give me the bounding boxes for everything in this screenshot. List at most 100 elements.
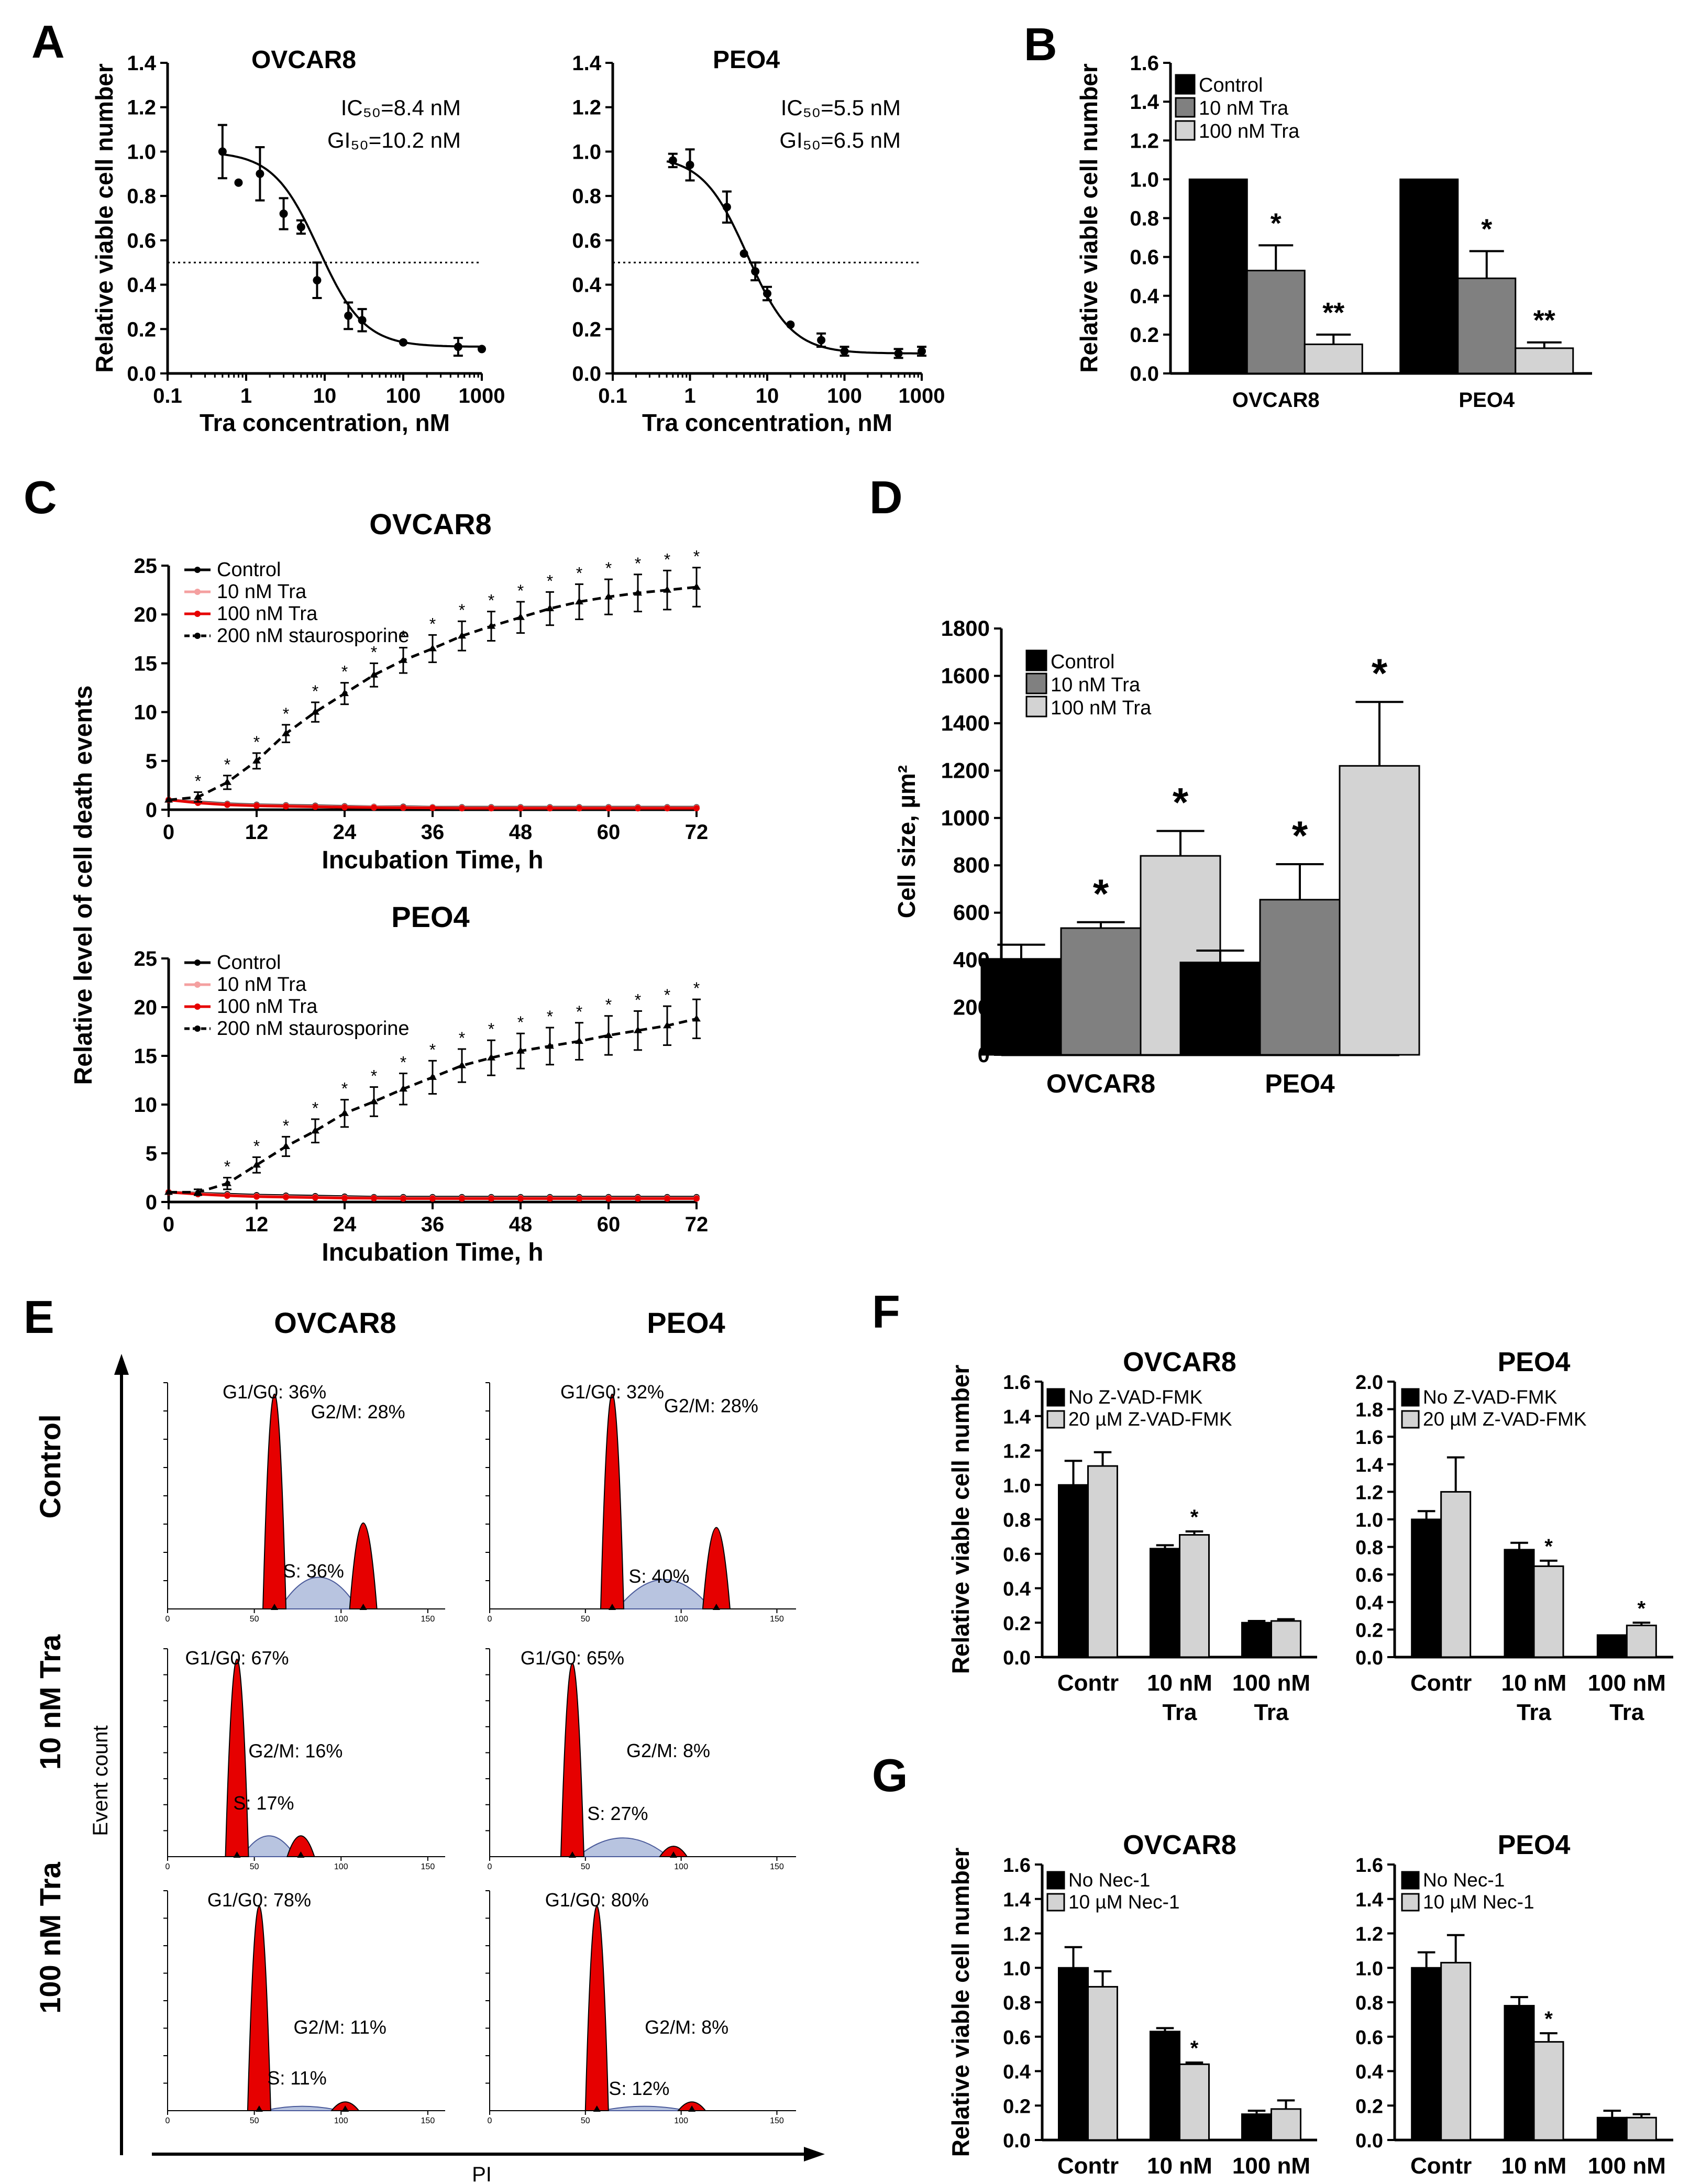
y-tick-label: 0.2 bbox=[1130, 324, 1159, 347]
x-tick-label: 60 bbox=[597, 821, 621, 844]
legend-marker bbox=[194, 611, 201, 617]
data-point bbox=[253, 802, 260, 809]
legend-marker bbox=[194, 981, 201, 988]
y-tick-label: 0.8 bbox=[572, 185, 601, 208]
legend-label: 200 nM staurosporine bbox=[217, 625, 410, 647]
data-point bbox=[487, 622, 495, 629]
significance-mark: * bbox=[400, 1053, 406, 1072]
panel-letter-C: C bbox=[24, 471, 57, 523]
x-tick-label: 0 bbox=[163, 1213, 174, 1236]
data-point bbox=[429, 1195, 436, 1202]
data-point bbox=[371, 804, 377, 811]
significance-mark: * bbox=[1544, 1535, 1553, 1558]
category-label: Tra bbox=[1517, 2182, 1552, 2184]
data-point bbox=[692, 583, 701, 590]
panel-letter-A: A bbox=[31, 16, 65, 68]
data-point bbox=[399, 1085, 407, 1092]
histogram-tick-label: 0 bbox=[165, 1615, 170, 1624]
data-point bbox=[282, 1142, 290, 1149]
bar bbox=[1087, 1986, 1118, 2141]
bar bbox=[1533, 2041, 1564, 2141]
y-axis-label: Relative level of cell death events bbox=[70, 685, 97, 1085]
significance-mark: * bbox=[459, 1029, 465, 1047]
histogram-tick-label: 50 bbox=[581, 1862, 590, 1871]
data-point bbox=[164, 796, 173, 803]
g2-label: G2/M: 8% bbox=[626, 1740, 710, 1761]
significance-mark: * bbox=[429, 1040, 436, 1059]
s-label: S: 12% bbox=[609, 2078, 669, 2099]
x-tick-label: 1000 bbox=[899, 384, 945, 407]
bar bbox=[1241, 1622, 1272, 1658]
data-point bbox=[604, 592, 613, 600]
x-tick-label: 36 bbox=[421, 1213, 445, 1236]
x-tick-label: 10 bbox=[756, 384, 779, 407]
data-point bbox=[516, 613, 525, 620]
g1-label: G1/G0: 78% bbox=[207, 1889, 311, 1911]
significance-mark: * bbox=[1292, 812, 1308, 858]
data-point bbox=[546, 604, 554, 612]
data-point bbox=[399, 338, 407, 347]
chart-A2: 0.0 0.2 0.4 0.6 0.8 1.0 1.2 1.4 0.1 1 10 100 1000 Tra… bbox=[572, 46, 945, 436]
data-point bbox=[399, 656, 407, 663]
legend-swatch bbox=[1025, 696, 1047, 718]
x-axis-label: Incubation Time, h bbox=[322, 846, 543, 874]
y-tick-label: 0.6 bbox=[1003, 1544, 1031, 1566]
data-point bbox=[739, 249, 748, 258]
legend-label: 10 nM Tra bbox=[217, 974, 307, 996]
x-tick-label: 10 bbox=[313, 384, 337, 407]
y-axis-label: Relative viable cell number bbox=[947, 1365, 974, 1674]
bar bbox=[1596, 1634, 1628, 1658]
data-point bbox=[224, 1192, 230, 1199]
y-tick-label: 1.2 bbox=[1003, 1924, 1031, 1946]
significance-mark: * bbox=[635, 990, 641, 1009]
significance-mark: * bbox=[1173, 779, 1189, 825]
category-label: Contr bbox=[1410, 1670, 1472, 1696]
data-point bbox=[400, 804, 406, 811]
y-axis-label: Relative viable cell number bbox=[1075, 63, 1102, 373]
gate-marker bbox=[297, 1851, 305, 1858]
legend-label: No Nec-1 bbox=[1068, 1869, 1150, 1891]
gate-marker bbox=[609, 1604, 616, 1610]
data-point bbox=[223, 778, 231, 785]
data-point bbox=[283, 803, 289, 810]
y-tick-label: 0.2 bbox=[1355, 1619, 1383, 1641]
significance-mark: * bbox=[517, 581, 524, 600]
significance-mark: * bbox=[1638, 1597, 1646, 1620]
y-tick-label: 0.0 bbox=[1003, 1647, 1031, 1669]
histogram-tick-label: 150 bbox=[770, 1615, 784, 1624]
significance-mark: * bbox=[693, 547, 700, 566]
y-tick-label: 1.4 bbox=[572, 52, 601, 75]
y-tick-label: 0.8 bbox=[1130, 207, 1159, 230]
data-point bbox=[488, 805, 494, 812]
y-tick-label: 0.4 bbox=[1355, 2061, 1383, 2083]
g1-label: G1/G0: 80% bbox=[545, 1889, 649, 1911]
significance-mark: * bbox=[547, 1007, 553, 1026]
x-tick-label: 48 bbox=[509, 1213, 533, 1236]
data-point bbox=[429, 804, 436, 811]
significance-mark: * bbox=[429, 614, 436, 633]
significance-mark: ** bbox=[1533, 305, 1555, 336]
histogram-tick-label: 0 bbox=[488, 1615, 492, 1624]
x-tick-label: 12 bbox=[245, 821, 269, 844]
y-tick-label: 1.0 bbox=[572, 140, 601, 163]
data-point bbox=[664, 1195, 670, 1202]
y-tick-label: 1.2 bbox=[1355, 1924, 1383, 1946]
legend-label: Control bbox=[1051, 651, 1115, 673]
chart-G2: 0.0 0.2 0.4 0.6 0.8 1.0 1.2 1.4 1.6 PEO4 Contr * 10 … bbox=[1355, 1830, 1673, 2184]
y-tick-label: 2.0 bbox=[1355, 1372, 1383, 1394]
data-point bbox=[605, 1195, 612, 1202]
arrow-head bbox=[804, 2147, 825, 2161]
y-tick-label: 0 bbox=[146, 1191, 157, 1214]
chart-D: 020040060080010001200140016001800Cell si… bbox=[893, 616, 1420, 1098]
data-point bbox=[223, 1179, 231, 1186]
y-tick-label: 0.6 bbox=[572, 229, 601, 252]
y-tick-label: 0.4 bbox=[1003, 1579, 1031, 1601]
data-point bbox=[252, 756, 261, 764]
significance-mark: * bbox=[400, 627, 406, 646]
category-label: 100 nM bbox=[1588, 2153, 1666, 2179]
y-tick-label: 1.0 bbox=[1130, 168, 1159, 191]
legend-swatch bbox=[1046, 1893, 1065, 1912]
s-phase-area bbox=[264, 2105, 340, 2111]
category-label: 100 nM bbox=[1232, 1670, 1310, 1696]
bar bbox=[1179, 962, 1261, 1056]
